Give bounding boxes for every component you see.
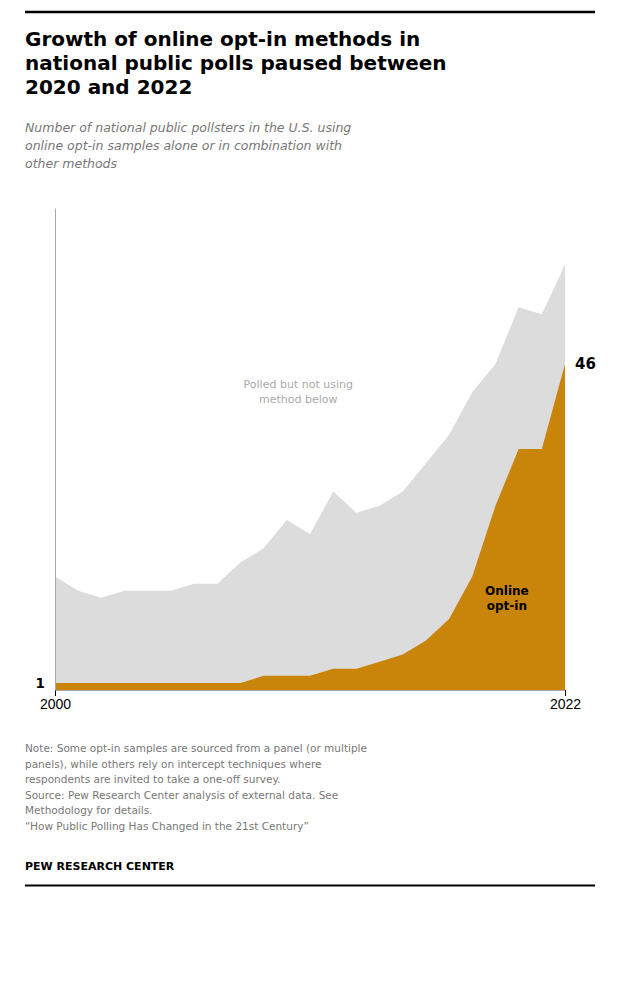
chart-canvas: Growth of online opt-in methods innation… [0,0,620,992]
marks [55,265,565,690]
end-label: 1 [36,675,45,691]
text-line: other methods [25,156,118,171]
text-line: Online [485,584,529,598]
footer: PEW RESEARCH CENTER [25,860,175,873]
text-line: “How Public Polling Has Changed in the 2… [25,820,309,832]
x-tick: 2000 [40,690,71,712]
text-line: online opt-in samples alone or in combin… [25,138,342,153]
title: Growth of online opt-in methods innation… [25,27,447,99]
top-rule [25,11,595,14]
text-line: Methodology for details. [25,804,152,816]
bottom-rule [25,885,595,887]
series-labels: Polled but not using method below Onlineop… [244,378,529,613]
text-line: panels), while others rely on intercept … [25,758,321,770]
x-tick-label: 2000 [40,696,71,712]
text-line: Source: Pew Research Center analysis of … [25,789,338,801]
x-axis: 2000 2022 [40,690,581,712]
text-line: opt-in [487,599,527,613]
note: Note: Some opt-in samples are sourced fr… [25,742,367,832]
series-label: Polled but not using method below [244,378,353,406]
text-line: 2020 and 2022 [25,75,192,99]
y-axis [55,209,56,691]
text-line: Growth of online opt-in methods in [25,27,420,51]
end-label: 46 [575,355,596,373]
subtitle: Number of national public pollsters in t… [25,120,351,171]
x-axis-line [56,690,566,691]
y-axis-line [55,209,56,691]
text-line: Number of national public pollsters in t… [25,120,351,135]
area [55,364,565,690]
area [55,265,565,690]
series-label: Onlineopt-in [485,584,529,613]
x-tick: 2022 [550,690,581,712]
text-line: national public polls paused between [25,51,447,75]
text-line: Note: Some opt-in samples are sourced fr… [25,742,367,754]
x-tick-label: 2022 [550,696,581,712]
plot: 2000 2022 Polled but not using method below… [36,209,596,712]
text-line: method below [259,393,338,406]
text-line: Polled but not using [244,378,353,391]
text-line: respondents are invited to take a one-of… [25,773,280,785]
